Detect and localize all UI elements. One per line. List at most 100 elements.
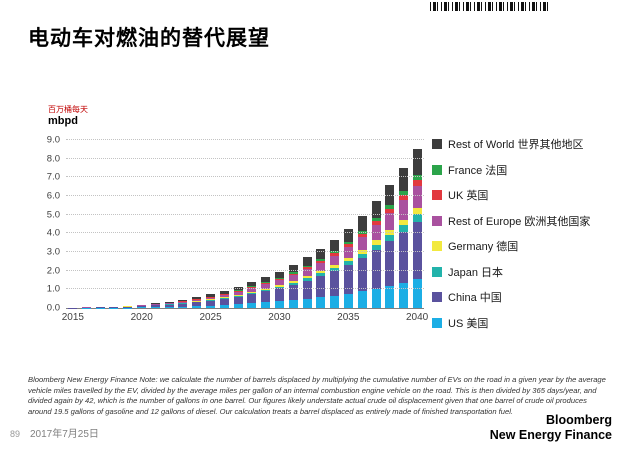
segment-rest-of-world — [219, 290, 229, 294]
segment-rest-of-world — [343, 228, 353, 242]
segment-germany — [412, 207, 422, 215]
x-tick-label: 2025 — [199, 312, 222, 323]
segment-china — [123, 306, 133, 308]
segment-us — [343, 293, 353, 308]
segment-us — [357, 291, 367, 308]
bar-2040 — [412, 140, 422, 308]
y-axis-unit-chinese: 百万桶每天 — [48, 105, 88, 114]
bar-2026 — [219, 140, 229, 308]
legend-label: China 中国 — [448, 292, 502, 304]
segment-us — [219, 304, 229, 308]
segment-rest-of-world — [371, 200, 381, 219]
segment-us — [192, 306, 202, 308]
legend-swatch — [432, 292, 442, 302]
segment-rest-of-europe — [357, 236, 367, 250]
legend-label: Germany 德国 — [448, 241, 519, 253]
plot-area: 2015 2020 2025 2030 2035 2040 — [62, 139, 428, 323]
legend-item-japan: Japan 日本 — [432, 264, 590, 280]
segment-china — [412, 222, 422, 280]
y-axis-unit: mbpd — [48, 115, 78, 127]
segment-uk — [357, 233, 367, 237]
segment-us — [330, 295, 340, 308]
legend-item-us: US 美国 — [432, 315, 590, 331]
y-tick-label: 7.0 — [46, 171, 60, 183]
segment-rest-of-europe — [136, 305, 146, 306]
segment-us — [274, 301, 284, 308]
bloomberg-logo: Bloomberg New Energy Finance — [490, 413, 612, 442]
segment-japan — [205, 300, 215, 301]
segment-germany — [399, 219, 409, 226]
segment-uk — [274, 278, 284, 281]
bar-group — [66, 140, 424, 308]
segment-rest-of-europe — [233, 291, 243, 295]
segment-uk — [205, 297, 215, 298]
legend-label: France 法国 — [448, 164, 508, 177]
segment-uk — [316, 260, 326, 263]
segment-france — [316, 258, 326, 261]
gridline — [66, 251, 424, 252]
segment-china — [205, 300, 215, 306]
segment-us — [399, 282, 409, 308]
segment-rest-of-world — [247, 282, 257, 287]
segment-japan — [233, 295, 243, 297]
gridline — [66, 269, 424, 271]
bar-2018 — [109, 140, 119, 308]
segment-china — [302, 280, 312, 299]
legend-swatch — [432, 190, 442, 200]
legend-item-uk: UK 英国 — [432, 187, 590, 203]
segment-germany — [274, 285, 284, 287]
segment-rest-of-world — [274, 271, 284, 278]
segment-japan — [302, 278, 312, 281]
legend-swatch — [432, 215, 442, 226]
segment-rest-of-europe — [385, 213, 395, 231]
segment-rest-of-world — [192, 297, 202, 300]
segment-rest-of-europe — [192, 299, 202, 302]
segment-uk — [385, 208, 395, 214]
segment-us — [247, 303, 257, 308]
legend-item-china: China 中国 — [432, 289, 590, 305]
segment-france — [233, 290, 243, 291]
segment-japan — [412, 214, 422, 223]
segment-germany — [343, 258, 353, 262]
segment-china — [219, 298, 229, 305]
bar-2025 — [205, 140, 215, 308]
segment-germany — [205, 299, 215, 300]
segment-uk — [371, 221, 381, 226]
segment-france — [343, 241, 353, 245]
y-tick-label: 5.0 — [46, 209, 60, 221]
segment-germany — [233, 294, 243, 296]
slide-date: 2017年7月25日 — [30, 429, 99, 440]
segment-france — [274, 277, 284, 279]
segment-france — [330, 251, 340, 254]
bar-2032 — [302, 140, 312, 308]
gridline — [66, 139, 424, 140]
legend-swatch — [432, 266, 442, 277]
gridline — [66, 232, 424, 234]
y-tick-label: 3.0 — [46, 246, 60, 258]
segment-us — [136, 307, 146, 308]
segment-uk — [302, 267, 312, 270]
segment-uk — [343, 244, 353, 247]
bar-2020 — [136, 140, 146, 308]
segment-uk — [399, 195, 409, 201]
segment-france — [399, 191, 409, 196]
bar-2023 — [178, 140, 188, 308]
segment-us — [178, 306, 188, 308]
segment-uk — [412, 180, 422, 186]
segment-rest-of-europe — [164, 303, 174, 305]
y-tick-label: 4.0 — [46, 227, 60, 239]
segment-china — [288, 284, 298, 301]
segment-china — [109, 307, 119, 308]
segment-china — [261, 291, 271, 303]
x-tick-label: 2015 — [61, 312, 84, 323]
page-title: 电动车对燃油的替代展望 — [28, 27, 270, 50]
bar-2036 — [357, 140, 367, 308]
bar-2021 — [150, 140, 160, 308]
segment-japan — [192, 301, 202, 303]
bar-2031 — [288, 140, 298, 308]
segment-japan — [219, 297, 229, 299]
segment-france — [302, 265, 312, 268]
segment-germany — [219, 297, 229, 298]
segment-china — [316, 276, 326, 298]
segment-china — [136, 306, 146, 308]
